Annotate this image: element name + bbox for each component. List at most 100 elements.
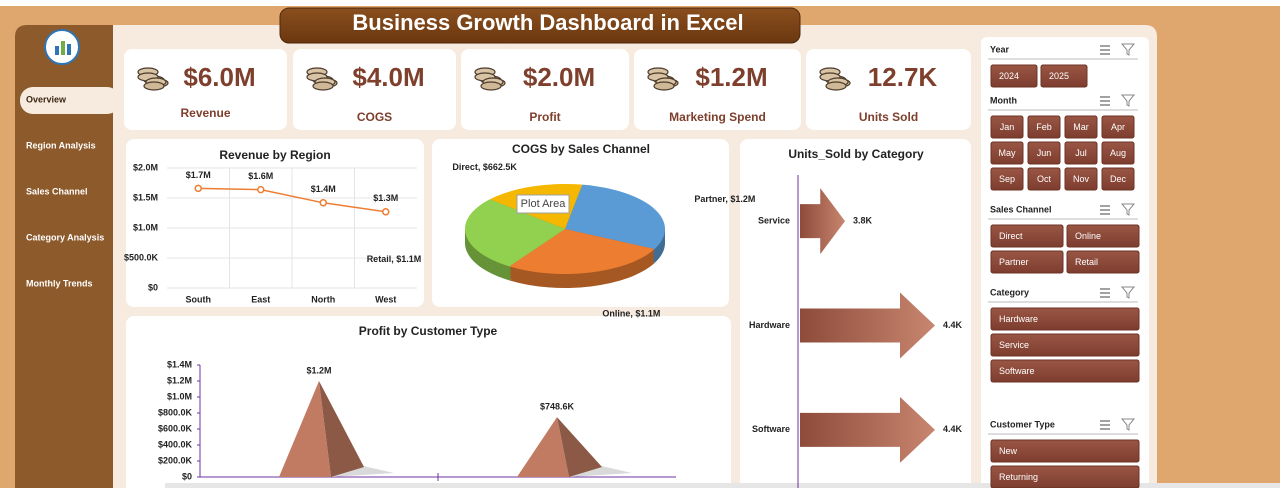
coin-icon: [653, 81, 675, 91]
slicer-button[interactable]: [990, 167, 1024, 191]
slicer-button[interactable]: [1064, 167, 1098, 191]
y-tick-label: $400.0K: [158, 439, 193, 449]
y-tick-label: $1.2M: [167, 375, 192, 385]
slicer-item[interactable]: Mar: [1073, 122, 1089, 132]
data-label: Direct, $662.5K: [452, 162, 517, 172]
arrow-bar: [800, 292, 935, 359]
pyramid-side: [557, 417, 602, 477]
slicer-item[interactable]: Service: [999, 340, 1029, 350]
slicer-button[interactable]: [1064, 115, 1098, 139]
kpi-label: COGS: [357, 110, 392, 124]
chart-panel: [126, 316, 731, 488]
data-label: Retail, $1.1M: [367, 254, 422, 264]
slicer-item[interactable]: Dec: [1110, 174, 1127, 184]
slicer-item[interactable]: Apr: [1111, 122, 1125, 132]
slicer-button[interactable]: [990, 64, 1038, 88]
slicer-button[interactable]: [990, 359, 1140, 383]
pyramid-bar: [279, 381, 364, 477]
kpi-value: $2.0M: [523, 62, 595, 92]
slicer-button[interactable]: [1027, 115, 1061, 139]
slicer-item[interactable]: Nov: [1073, 174, 1090, 184]
slicer-item[interactable]: Jan: [1000, 122, 1015, 132]
slicer-item[interactable]: Oct: [1037, 174, 1052, 184]
tooltip: Plot Area: [521, 198, 567, 210]
y-tick-label: $600.0K: [158, 423, 193, 433]
chart-panel: [126, 139, 424, 307]
coin-icon: [480, 81, 502, 91]
slicer-button[interactable]: [1101, 115, 1135, 139]
data-label: $1.6M: [248, 171, 273, 181]
nav-item[interactable]: Monthly Trends: [26, 278, 93, 288]
y-tick-label: $1.0M: [167, 391, 192, 401]
kpi-card: [806, 49, 971, 130]
slicer-button[interactable]: [990, 307, 1140, 331]
nav-item[interactable]: Category Analysis: [26, 232, 104, 242]
clear-filter-icon[interactable]: [1120, 286, 1136, 299]
nav-item[interactable]: Sales Channel: [26, 186, 88, 196]
slicer-item[interactable]: Feb: [1036, 122, 1052, 132]
arrow-bar: [800, 396, 935, 463]
line-point: [319, 199, 327, 207]
x-tick-label: West: [375, 294, 396, 304]
kpi-card: [461, 49, 629, 130]
clear-filter-icon[interactable]: [1120, 43, 1136, 56]
data-label: Online, $1.1M: [602, 308, 660, 318]
pie-slice: [509, 229, 655, 275]
kpi-label: Revenue: [180, 106, 230, 120]
logo-bar: [55, 46, 59, 55]
coin-icon: [312, 81, 334, 91]
slicer-item[interactable]: Sep: [999, 174, 1015, 184]
chart-title: Revenue by Region: [219, 148, 330, 162]
x-tick-label: South: [186, 294, 212, 304]
slicer-item[interactable]: Software: [999, 366, 1035, 376]
slicer-button[interactable]: [990, 115, 1024, 139]
sidebar: [15, 25, 113, 488]
clear-filter-icon[interactable]: [1120, 94, 1136, 107]
slicer-button[interactable]: [1101, 141, 1135, 165]
pyramid-side: [319, 381, 364, 477]
nav-item[interactable]: Overview: [26, 94, 67, 104]
arrow-bar: [800, 188, 845, 255]
slicer-item[interactable]: 2025: [1049, 71, 1069, 81]
slicer-item[interactable]: Aug: [1110, 148, 1126, 158]
slicer-item[interactable]: New: [999, 446, 1018, 456]
slicer-item[interactable]: Jun: [1037, 148, 1052, 158]
slicer-item[interactable]: Partner: [999, 257, 1029, 267]
slicer-item[interactable]: May: [998, 148, 1016, 158]
nav-item[interactable]: Region Analysis: [26, 140, 96, 150]
slicer-button[interactable]: [1040, 64, 1088, 88]
slicer-button[interactable]: [990, 250, 1064, 274]
slicer-item[interactable]: Retail: [1075, 257, 1098, 267]
slicer-item[interactable]: Hardware: [999, 314, 1038, 324]
slicer-item[interactable]: Jul: [1075, 148, 1087, 158]
slicer-button[interactable]: [1027, 141, 1061, 165]
slicer-title: Sales Channel: [990, 204, 1052, 214]
y-tick-label: $500.0K: [124, 252, 159, 262]
kpi-card: [293, 49, 456, 130]
slicer-button[interactable]: [1101, 167, 1135, 191]
data-label: $1.4M: [311, 184, 336, 194]
slicer-button[interactable]: [1027, 167, 1061, 191]
coin-icon: [825, 81, 847, 91]
slicer-button[interactable]: [990, 439, 1140, 463]
pie-slice: [464, 199, 565, 267]
slicer-item[interactable]: Direct: [999, 231, 1023, 241]
slicer-item[interactable]: Online: [1075, 231, 1101, 241]
clear-filter-icon[interactable]: [1120, 203, 1136, 216]
kpi-label: Units Sold: [859, 110, 918, 124]
slicer-button[interactable]: [990, 224, 1064, 248]
slicer-button[interactable]: [1066, 224, 1140, 248]
slicer-item[interactable]: 2024: [999, 71, 1019, 81]
kpi-value: $4.0M: [352, 62, 424, 92]
slicer-button[interactable]: [990, 333, 1140, 357]
slicer-button[interactable]: [990, 465, 1140, 488]
slicer-button[interactable]: [1064, 141, 1098, 165]
nav-selected: [20, 87, 120, 114]
line-series: [198, 187, 386, 213]
slicer-button[interactable]: [1066, 250, 1140, 274]
clear-filter-icon[interactable]: [1120, 418, 1136, 431]
slicer-item[interactable]: Returning: [999, 472, 1038, 482]
y-tick-label: $800.0K: [158, 407, 193, 417]
slicer-button[interactable]: [990, 141, 1024, 165]
